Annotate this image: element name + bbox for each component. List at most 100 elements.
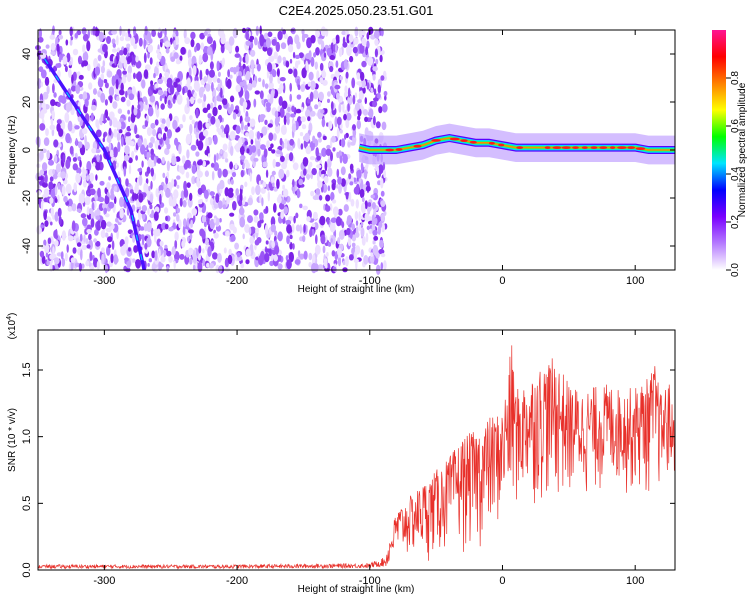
noise-speck	[345, 71, 349, 79]
noise-speck	[254, 244, 257, 251]
noise-speck	[327, 91, 331, 97]
noise-speck	[166, 143, 171, 150]
noise-speck	[380, 213, 385, 222]
noise-speck	[296, 188, 300, 199]
noise-speck	[326, 218, 330, 225]
noise-speck	[150, 180, 153, 190]
noise-speck	[335, 216, 342, 227]
noise-speck	[209, 218, 215, 230]
noise-speck	[301, 124, 307, 130]
noise-speck	[101, 253, 105, 264]
noise-speck	[273, 203, 277, 213]
noise-speck	[312, 135, 316, 144]
noise-speck	[217, 71, 221, 78]
noise-speck	[82, 217, 88, 227]
noise-speck	[65, 183, 72, 194]
noise-speck	[100, 65, 105, 74]
noise-speck	[45, 44, 50, 49]
noise-speck	[300, 84, 306, 92]
y-tick-label: 1.0	[21, 429, 33, 444]
noise-speck	[220, 132, 226, 138]
noise-speck	[93, 88, 97, 95]
noise-speck	[182, 200, 187, 208]
noise-speck	[150, 227, 154, 237]
noise-speck	[92, 26, 96, 36]
noise-speck	[178, 219, 182, 229]
noise-speck	[93, 238, 98, 243]
noise-speck	[195, 132, 199, 139]
noise-speck	[243, 104, 246, 113]
noise-speck	[196, 139, 199, 147]
noise-speck	[107, 236, 113, 243]
noise-speck	[191, 90, 194, 95]
noise-speck	[264, 224, 269, 236]
noise-speck	[266, 105, 271, 113]
noise-speck	[238, 61, 242, 68]
noise-speck	[227, 191, 234, 198]
noise-speck	[58, 29, 62, 36]
noise-speck	[358, 211, 361, 222]
noise-speck	[240, 169, 244, 178]
noise-speck	[247, 215, 253, 224]
noise-speck	[203, 93, 207, 102]
carrier-peak	[385, 148, 395, 152]
noise-speck	[138, 175, 143, 186]
noise-speck	[217, 252, 222, 263]
noise-speck	[372, 239, 376, 245]
noise-speck	[88, 233, 92, 241]
noise-speck	[296, 94, 302, 100]
noise-speck	[110, 253, 114, 264]
noise-speck	[259, 114, 266, 119]
noise-speck	[151, 250, 156, 259]
noise-speck	[325, 205, 331, 212]
noise-speck	[175, 156, 181, 162]
noise-speck	[70, 257, 76, 263]
noise-speck	[211, 170, 215, 181]
noise-speck	[253, 157, 259, 162]
noise-speck	[295, 212, 299, 219]
noise-speck	[346, 215, 352, 224]
noise-speck	[81, 244, 88, 250]
noise-speck	[48, 181, 54, 191]
noise-speck	[167, 99, 171, 106]
noise-speck	[164, 41, 171, 47]
noise-speck	[115, 79, 119, 90]
noise-speck	[98, 31, 104, 43]
x-tick-label: -100	[359, 575, 381, 587]
noise-speck	[213, 154, 217, 164]
noise-speck	[321, 169, 326, 176]
noise-speck	[234, 162, 238, 170]
noise-speck	[310, 80, 316, 91]
noise-speck	[235, 84, 241, 93]
noise-speck	[58, 34, 64, 40]
noise-speck	[151, 262, 156, 272]
noise-speck	[191, 208, 198, 216]
noise-speck	[269, 73, 273, 84]
noise-speck	[319, 215, 326, 226]
noise-speck	[257, 148, 261, 157]
noise-speck	[94, 148, 101, 154]
noise-speck	[105, 232, 109, 238]
noise-speck	[307, 81, 312, 87]
noise-speck	[65, 39, 69, 46]
noise-speck	[174, 251, 180, 262]
noise-speck	[56, 102, 61, 108]
noise-speck	[358, 29, 363, 38]
noise-speck	[336, 168, 340, 178]
noise-speck	[235, 45, 240, 53]
noise-speck	[384, 95, 387, 101]
noise-speck	[160, 55, 166, 66]
noise-speck	[78, 93, 84, 100]
noise-speck	[58, 128, 64, 137]
noise-speck	[128, 164, 132, 175]
snr-background	[38, 330, 675, 570]
noise-speck	[172, 119, 178, 130]
noise-speck	[168, 255, 173, 263]
carrier-peak	[599, 146, 608, 150]
noise-speck	[244, 116, 251, 123]
noise-speck	[62, 154, 66, 164]
noise-speck	[98, 196, 105, 203]
noise-speck	[314, 61, 318, 70]
noise-speck	[349, 163, 354, 171]
noise-speck	[173, 212, 177, 217]
